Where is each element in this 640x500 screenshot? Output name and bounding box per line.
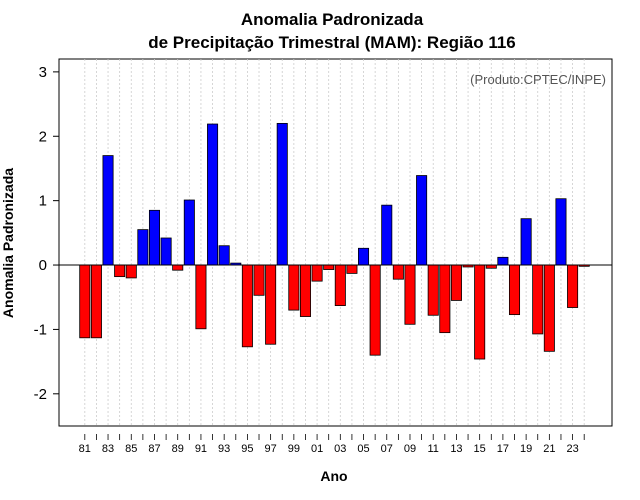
x-tick-label: 99 — [288, 443, 300, 455]
bar-2022 — [555, 198, 567, 266]
bar-2013 — [450, 264, 462, 301]
x-tick-label: 15 — [474, 443, 486, 455]
x-tick-label: 13 — [450, 443, 462, 455]
y-tick-label: 2 — [39, 128, 47, 145]
x-tick-label: 01 — [311, 443, 323, 455]
bar-2018 — [508, 264, 521, 316]
chart-title-line2: de Precipitação Trimestral (MAM): Região… — [148, 33, 516, 52]
credit-text: (Produto:CPTEC/INPE) — [470, 72, 606, 87]
bar-2008 — [392, 264, 404, 280]
bar-1986 — [137, 229, 149, 266]
bar-2002 — [323, 264, 335, 270]
chart-title-line1: Anomalia Padronizada — [241, 10, 424, 29]
x-tick-label: 85 — [125, 443, 137, 455]
bar-1997 — [265, 264, 277, 345]
x-tick-label: 21 — [543, 443, 555, 455]
y-tick-label: -1 — [34, 321, 47, 338]
bar-2009 — [404, 264, 416, 325]
bar-2020 — [532, 264, 544, 335]
y-axis-label: Anomalia Padronizada — [0, 168, 16, 318]
x-tick-label: 17 — [497, 443, 509, 455]
x-axis-ticks: 81 83 85 87 89 91 93 95 97 99 01 03 05 07 09 11 13 15 17 19… — [79, 434, 585, 455]
x-tick-label: 83 — [102, 443, 114, 455]
x-tick-label: 23 — [566, 443, 578, 455]
x-tick-label: 95 — [241, 443, 253, 455]
bar-1998 — [276, 122, 288, 266]
y-tick-label: 3 — [39, 64, 47, 81]
bar-1991 — [195, 264, 207, 330]
bar-1989 — [172, 264, 184, 271]
bar-2021 — [543, 264, 555, 352]
bar-2010 — [416, 175, 428, 266]
y-tick-label: 0 — [39, 257, 47, 274]
bar-2007 — [381, 204, 393, 266]
y-axis-ticks: -2 -1 0 1 2 3 — [34, 64, 59, 403]
bar-1993 — [218, 245, 230, 266]
bars — [79, 122, 590, 360]
bar-2003 — [334, 264, 346, 307]
x-tick-label: 03 — [334, 443, 346, 455]
plot-area — [58, 58, 613, 427]
bar-1988 — [160, 237, 172, 266]
bar-2011 — [427, 264, 439, 316]
bar-2019 — [520, 218, 532, 266]
x-tick-label: 11 — [428, 443, 439, 455]
bar-2017 — [497, 256, 509, 266]
y-tick-label: 1 — [39, 193, 47, 210]
x-tick-label: 07 — [381, 443, 393, 455]
bar-2015 — [474, 264, 486, 360]
bar-1987 — [148, 209, 161, 266]
x-tick-label: 91 — [195, 443, 207, 455]
bar-1992 — [207, 123, 219, 266]
bar-2004 — [346, 264, 358, 274]
bar-1981 — [79, 264, 91, 339]
bar-1990 — [183, 199, 195, 266]
bar-1984 — [114, 264, 126, 278]
bar-1996 — [253, 264, 265, 296]
bar-1999 — [288, 264, 300, 311]
bar-1983 — [102, 155, 114, 266]
bar-1982 — [90, 264, 102, 339]
bar-2012 — [439, 264, 451, 334]
bar-1995 — [241, 264, 253, 348]
bar-2023 — [567, 264, 579, 308]
x-axis-label: Ano — [320, 468, 347, 484]
x-tick-label: 05 — [357, 443, 369, 455]
bar-2005 — [358, 247, 370, 266]
y-tick-label: -2 — [34, 386, 47, 403]
x-tick-label: 97 — [265, 443, 277, 455]
x-tick-label: 89 — [172, 443, 184, 455]
bar-1985 — [125, 264, 137, 279]
x-tick-label: 87 — [148, 443, 160, 455]
bar-2000 — [299, 264, 311, 317]
bar-2006 — [369, 264, 381, 356]
x-tick-label: 93 — [218, 443, 230, 455]
x-tick-label: 19 — [520, 443, 532, 455]
x-tick-label: 81 — [79, 443, 91, 455]
x-tick-label: 09 — [404, 443, 416, 455]
bar-2001 — [311, 264, 323, 282]
grid-lines — [84, 59, 585, 426]
